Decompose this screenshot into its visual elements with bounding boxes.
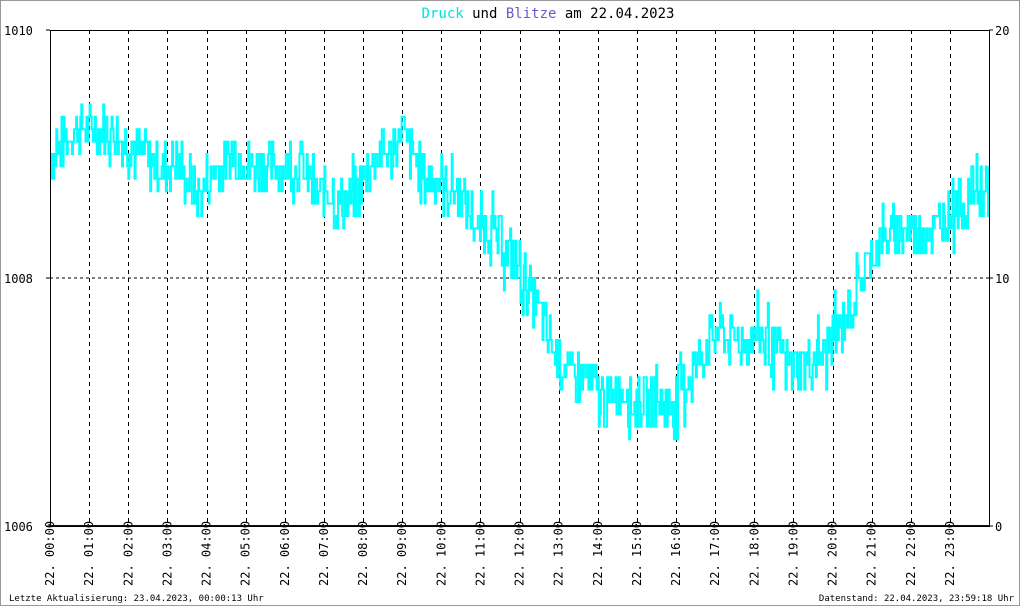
x-axis-tick-label: 22. 12:00 [513,521,527,586]
x-axis-tick-label: 22. 04:00 [200,521,214,586]
x-axis-tick-label: 22. 16:00 [669,521,683,586]
x-axis-tick-label: 22. 22:00 [904,521,918,586]
title-prefix: am [565,6,582,22]
axes: 1006 1008 1010 0 10 20 22. 00:00 22. 01:00 22. 0… [4,24,1009,586]
x-axis-tick-label: 22. 09:00 [395,521,409,586]
x-axis-tick-label: 22. 05:00 [239,521,253,586]
x-axis-tick-label: 22. 03:00 [160,521,174,586]
x-axis-tick-label: 22. 23:00 [943,521,957,586]
x-axis-tick-label: 22. 01:00 [82,521,96,586]
title-series-pressure: Druck [422,6,465,22]
grid [50,30,989,526]
footer-data-state: Datenstand: 22.04.2023, 23:59:18 Uhr [819,594,1015,604]
x-axis-tick-label: 22. 10:00 [434,521,448,586]
x-axis-tick-label: 22. 19:00 [786,521,800,586]
chart-title: Druck und Blitze am 22.04.2023 [422,6,675,22]
left-axis-tick-label: 1010 [4,24,33,38]
x-axis-tick-label: 22. 02:00 [121,521,135,586]
x-axis-tick-label: 22. 07:00 [317,521,331,586]
right-axis-tick-label: 20 [995,24,1009,38]
series-layer [50,103,990,527]
title-connector: und [472,6,497,22]
x-axis-tick-label: 22. 00:00 [43,521,57,586]
title-date: 22.04.2023 [590,6,674,22]
x-axis-tick-label: 22. 11:00 [473,521,487,586]
x-axis-tick-label: 22. 17:00 [708,521,722,586]
left-axis-tick-label: 1008 [4,272,33,286]
x-axis-tick-label: 22. 13:00 [552,521,566,586]
title-series-lightning: Blitze [506,6,557,22]
left-axis-tick-label: 1006 [4,520,33,534]
pressure-series-line [50,103,990,441]
x-axis-tick-label: 22. 08:00 [356,521,370,586]
right-axis-tick-label: 10 [995,272,1009,286]
footer-last-update: Letzte Aktualisierung: 23.04.2023, 00:00… [9,594,264,604]
right-axis-tick-label: 0 [995,520,1002,534]
x-axis-tick-label: 22. 18:00 [747,521,761,586]
x-axis-tick-label: 22. 06:00 [278,521,292,586]
x-axis-tick-label: 22. 21:00 [865,521,879,586]
x-axis-tick-label: 22. 14:00 [591,521,605,586]
x-axis-tick-label: 22. 20:00 [826,521,840,586]
x-axis-tick-label: 22. 15:00 [630,521,644,586]
